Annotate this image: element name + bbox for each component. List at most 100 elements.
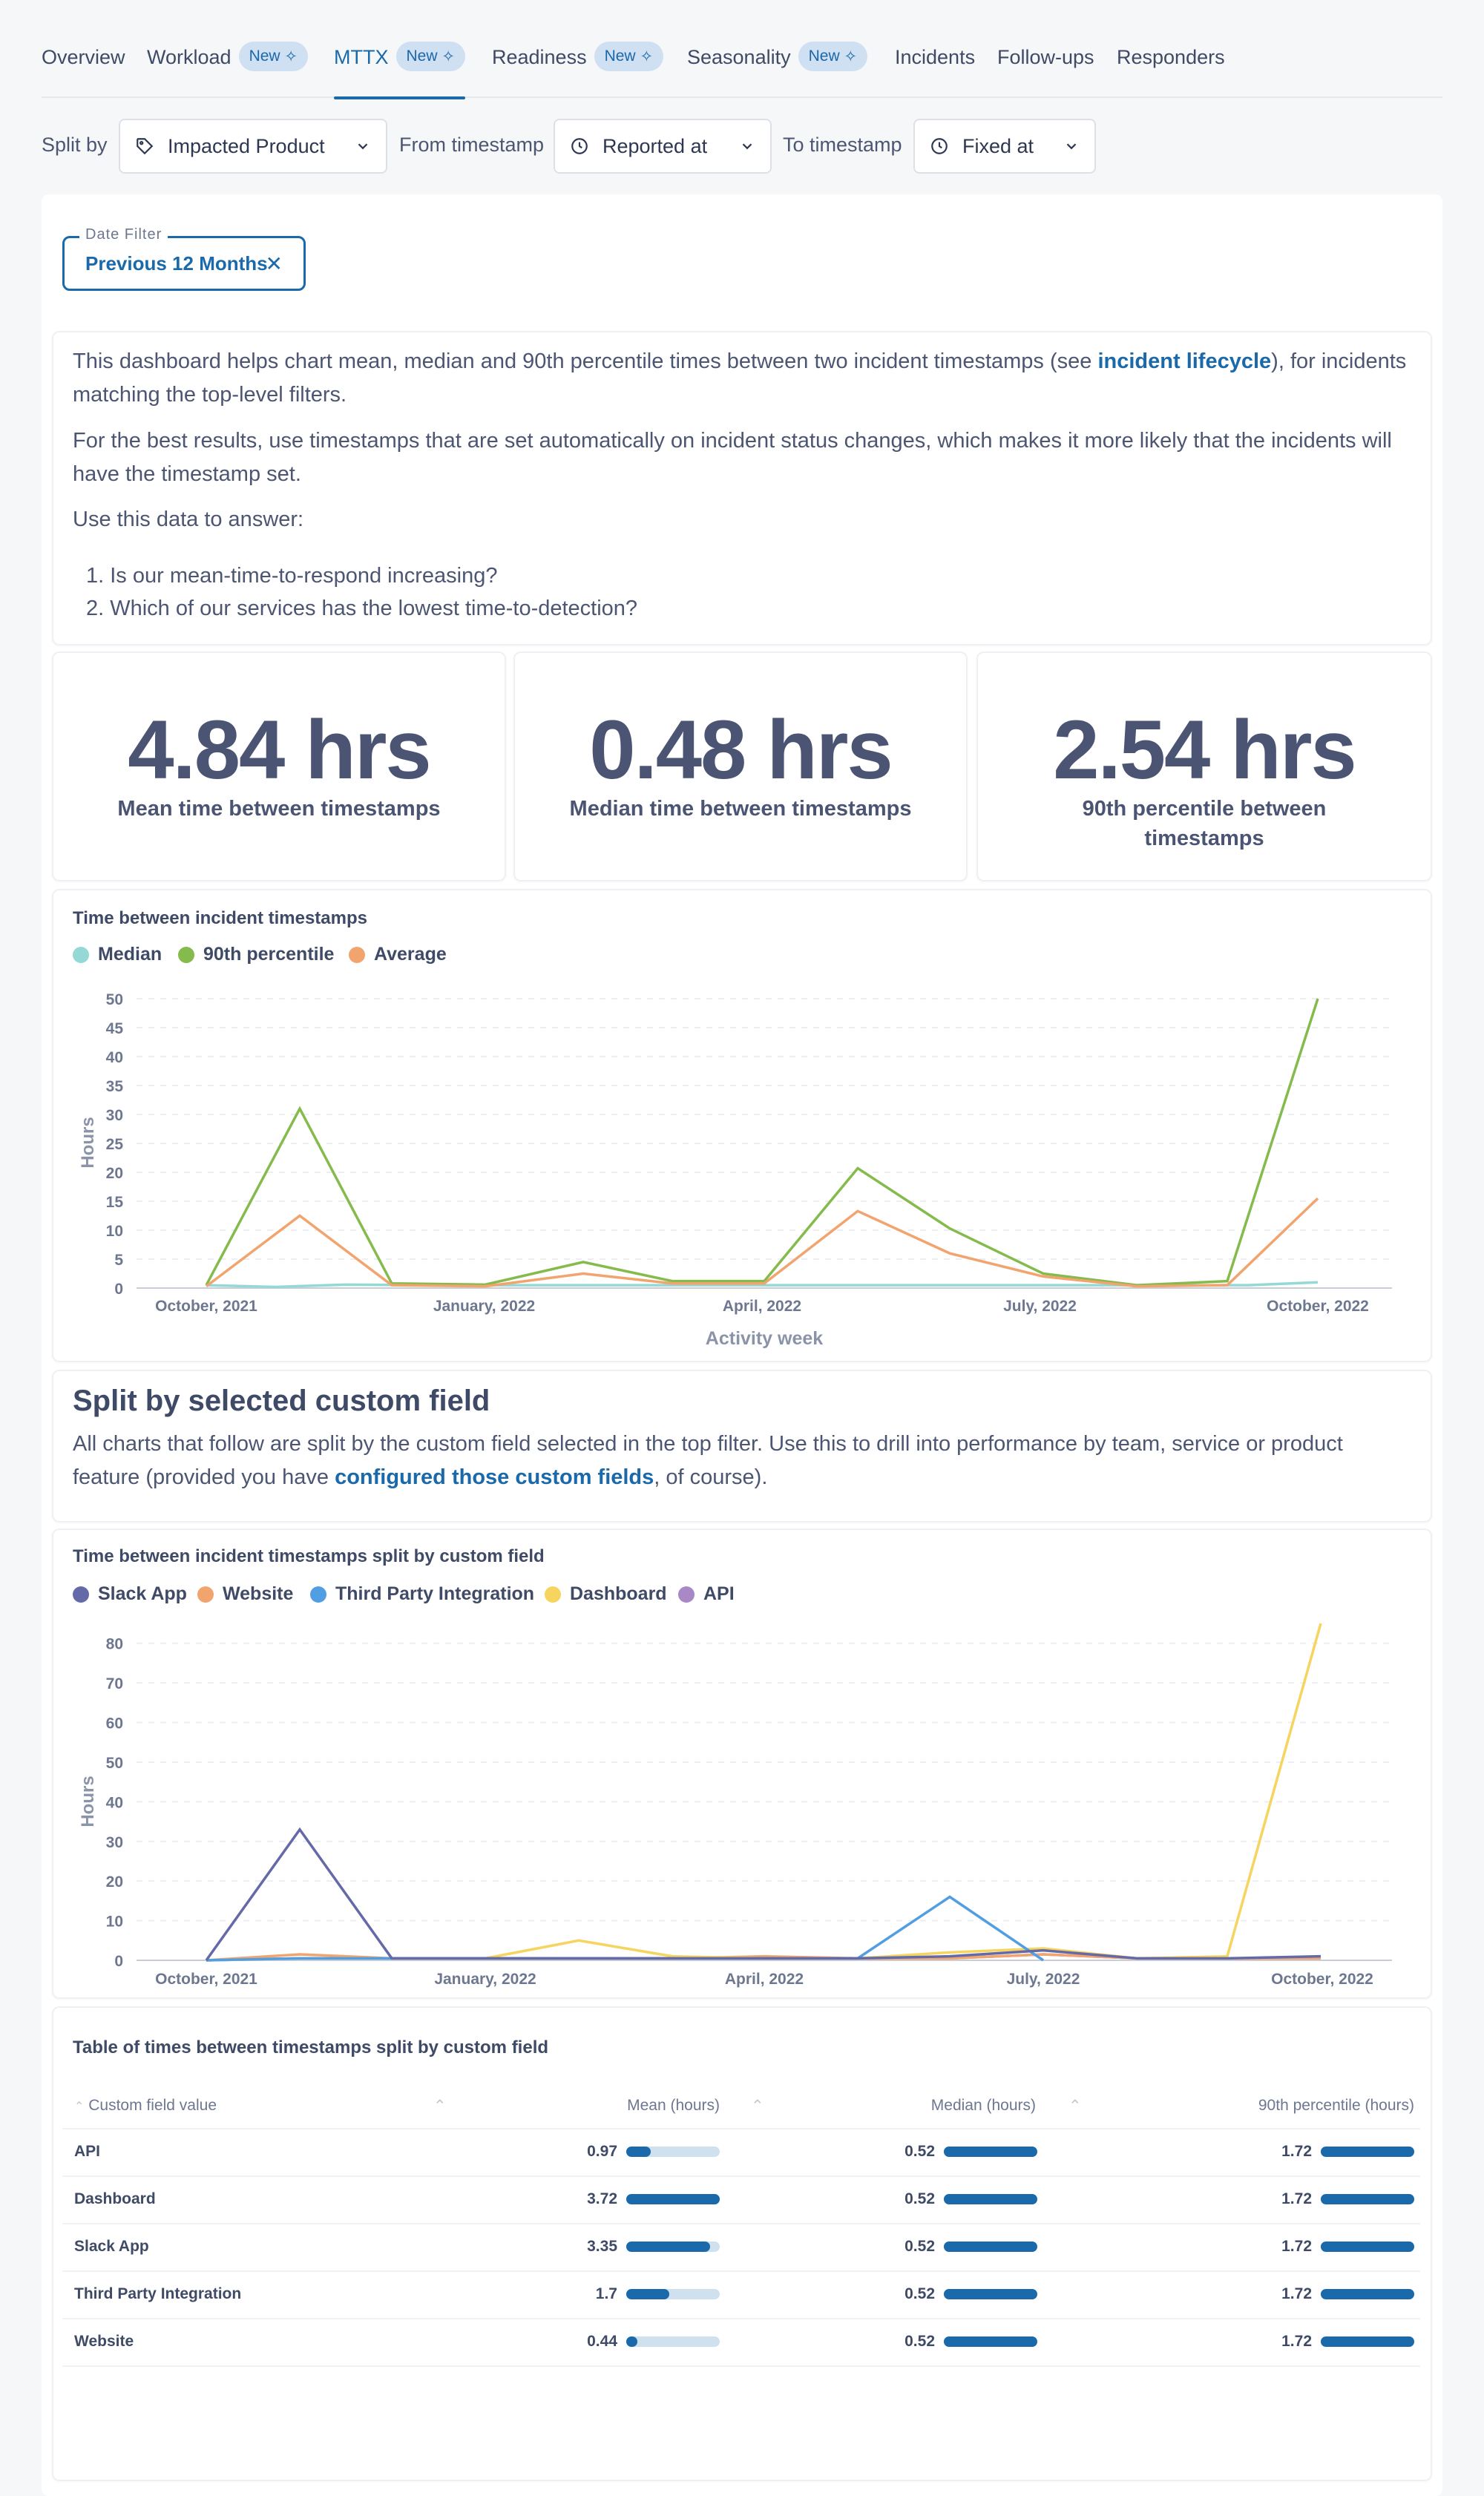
row-divider (62, 2365, 1420, 2367)
median-bar-fill (944, 2289, 1037, 2299)
new-badge: New ✧ (798, 42, 868, 71)
legend-api[interactable]: API (678, 1583, 735, 1605)
legend-dot (178, 946, 194, 963)
row-divider (62, 2175, 1420, 2177)
legend-website[interactable]: Website (197, 1583, 293, 1605)
table-card (52, 2006, 1432, 2481)
intro-card (52, 331, 1432, 646)
x-tick-label: April, 2022 (723, 1298, 801, 1315)
x-tick-label: October, 2022 (1267, 1298, 1369, 1315)
incident-lifecycle-link[interactable]: incident lifecycle (1097, 349, 1272, 373)
column-header-median[interactable]: Median (hours) (930, 2097, 1036, 2114)
new-badge: New ✧ (238, 42, 309, 71)
legend-dashboard[interactable]: Dashboard (545, 1583, 667, 1605)
column-header-mean[interactable]: Mean (hours) (627, 2097, 720, 2114)
y-tick-label: 0 (114, 1281, 123, 1298)
intro-paragraph-2: For the best results, use timestamps tha… (73, 429, 1392, 486)
y-tick-label: 40 (106, 1049, 123, 1066)
sort-icon[interactable]: ⌃ (1068, 2098, 1082, 2115)
y-tick-label: 5 (114, 1252, 123, 1269)
timestamps-line-chart: 0 5 10 15 20 25 30 35 40 45 50 Hours October, 2021 Ja… (78, 991, 1392, 1349)
y-tick-label: 0 (114, 1953, 123, 1970)
tab-incidents[interactable]: Incidents (895, 42, 975, 98)
split-section-card (52, 1370, 1432, 1523)
median-bar (944, 2289, 1037, 2299)
legend-average[interactable]: Average (349, 944, 447, 965)
x-tick-label: October, 2021 (155, 1298, 257, 1315)
section-text: All charts that follow are split by the … (73, 1432, 1343, 1489)
tab-label: Readiness (492, 46, 587, 68)
from-timestamp-select[interactable]: Reported at (554, 119, 772, 174)
row-name: Website (74, 2333, 134, 2350)
legend-dot (310, 1586, 326, 1603)
kpi-label: 90th percentile between timestamps (1082, 797, 1327, 850)
x-tick-label: October, 2022 (1271, 1971, 1373, 1988)
series-line-third-party-integration (206, 1895, 1044, 1962)
tab-seasonality[interactable]: Seasonality New ✧ (687, 42, 868, 98)
y-tick-label: 15 (106, 1194, 124, 1211)
legend-median[interactable]: Median (73, 944, 162, 965)
split-by-select[interactable]: Impacted Product (119, 119, 387, 174)
x-axis-label: Activity week (706, 1328, 824, 1349)
median-bar-fill (944, 2336, 1037, 2347)
legend-90th-percentile[interactable]: 90th percentile (178, 944, 334, 965)
legend-dot (73, 1586, 89, 1603)
new-badge: New ✧ (395, 42, 465, 71)
row-p90-value: 1.72 (1281, 2333, 1312, 2350)
split-by-label: Split by (42, 134, 108, 156)
x-tick-label: October, 2021 (155, 1971, 257, 1988)
row-divider (62, 2128, 1420, 2129)
tab-readiness[interactable]: Readiness New ✧ (492, 42, 664, 98)
tab-overview[interactable]: Overview (42, 42, 125, 98)
p90-bar-fill (1321, 2336, 1414, 2347)
kpi-label: Median time between timestamps (569, 797, 912, 821)
y-tick-label: 35 (106, 1078, 124, 1095)
sort-icon[interactable]: ⌃ (751, 2098, 764, 2115)
date-filter-value: Previous 12 Months (85, 252, 268, 275)
median-bar (944, 2147, 1037, 2157)
median-bar-fill (944, 2194, 1037, 2204)
legend-slack-app[interactable]: Slack App (73, 1583, 187, 1605)
mean-bar (626, 2242, 720, 2252)
y-tick-label: 30 (106, 1834, 123, 1851)
mean-bar-fill (626, 2242, 710, 2252)
legend-third-party-integration[interactable]: Third Party Integration (310, 1583, 534, 1605)
column-header-custom-field[interactable]: ⌃ Custom field value (74, 2097, 217, 2114)
kpi-card-median: 0.48 hrs Median time between timestamps (513, 651, 968, 881)
kpi-card-p90: 2.54 hrs 90th percentile between timesta… (976, 651, 1432, 881)
date-filter-chip[interactable]: Date Filter Previous 12 Months ✕ (62, 226, 306, 291)
to-timestamp-select[interactable]: Fixed at (913, 119, 1096, 174)
close-icon[interactable]: ✕ (265, 252, 283, 275)
row-mean-value: 0.97 (587, 2143, 617, 2160)
tab-workload[interactable]: Workload New ✧ (147, 42, 309, 98)
p90-bar (1321, 2242, 1414, 2252)
kpi-value: 4.84 hrs (128, 703, 431, 796)
y-tick-label: 10 (106, 1223, 123, 1240)
series-line-average (205, 1197, 1319, 1288)
sort-icon[interactable]: ⌃ (433, 2098, 447, 2115)
tab-mttx[interactable]: MTTX New ✧ (334, 42, 465, 99)
y-tick-label: 10 (106, 1914, 123, 1931)
tab-label: Overview (42, 46, 125, 68)
chevron-down-icon (1063, 138, 1080, 154)
mean-bar-fill (626, 2336, 637, 2347)
row-name: Dashboard (74, 2190, 156, 2207)
date-filter-legend: Date Filter (79, 226, 168, 243)
median-bar (944, 2336, 1037, 2347)
y-tick-label: 50 (106, 1755, 123, 1772)
mean-bar-fill (626, 2194, 720, 2204)
column-header-p90[interactable]: 90th percentile (hours) (1258, 2097, 1414, 2114)
x-tick-label: April, 2022 (725, 1971, 804, 1988)
to-timestamp-value: Fixed at (962, 134, 1034, 157)
tab-follow-ups[interactable]: Follow-ups (997, 42, 1094, 98)
chart-title: Time between incident timestamps (73, 908, 367, 928)
kpi-card-mean: 4.84 hrs Mean time between timestamps (52, 651, 506, 881)
configured-custom-fields-link[interactable]: configured those custom fields (335, 1465, 654, 1489)
row-median-value: 0.52 (904, 2333, 935, 2350)
series-line-slack-app (205, 1827, 1322, 1962)
tab-responders[interactable]: Responders (1117, 42, 1225, 98)
row-median-value: 0.52 (904, 2143, 935, 2160)
tag-icon (135, 137, 154, 156)
chart-title: Time between incident timestamps split b… (73, 1546, 545, 1566)
y-tick-label: 30 (106, 1107, 123, 1124)
